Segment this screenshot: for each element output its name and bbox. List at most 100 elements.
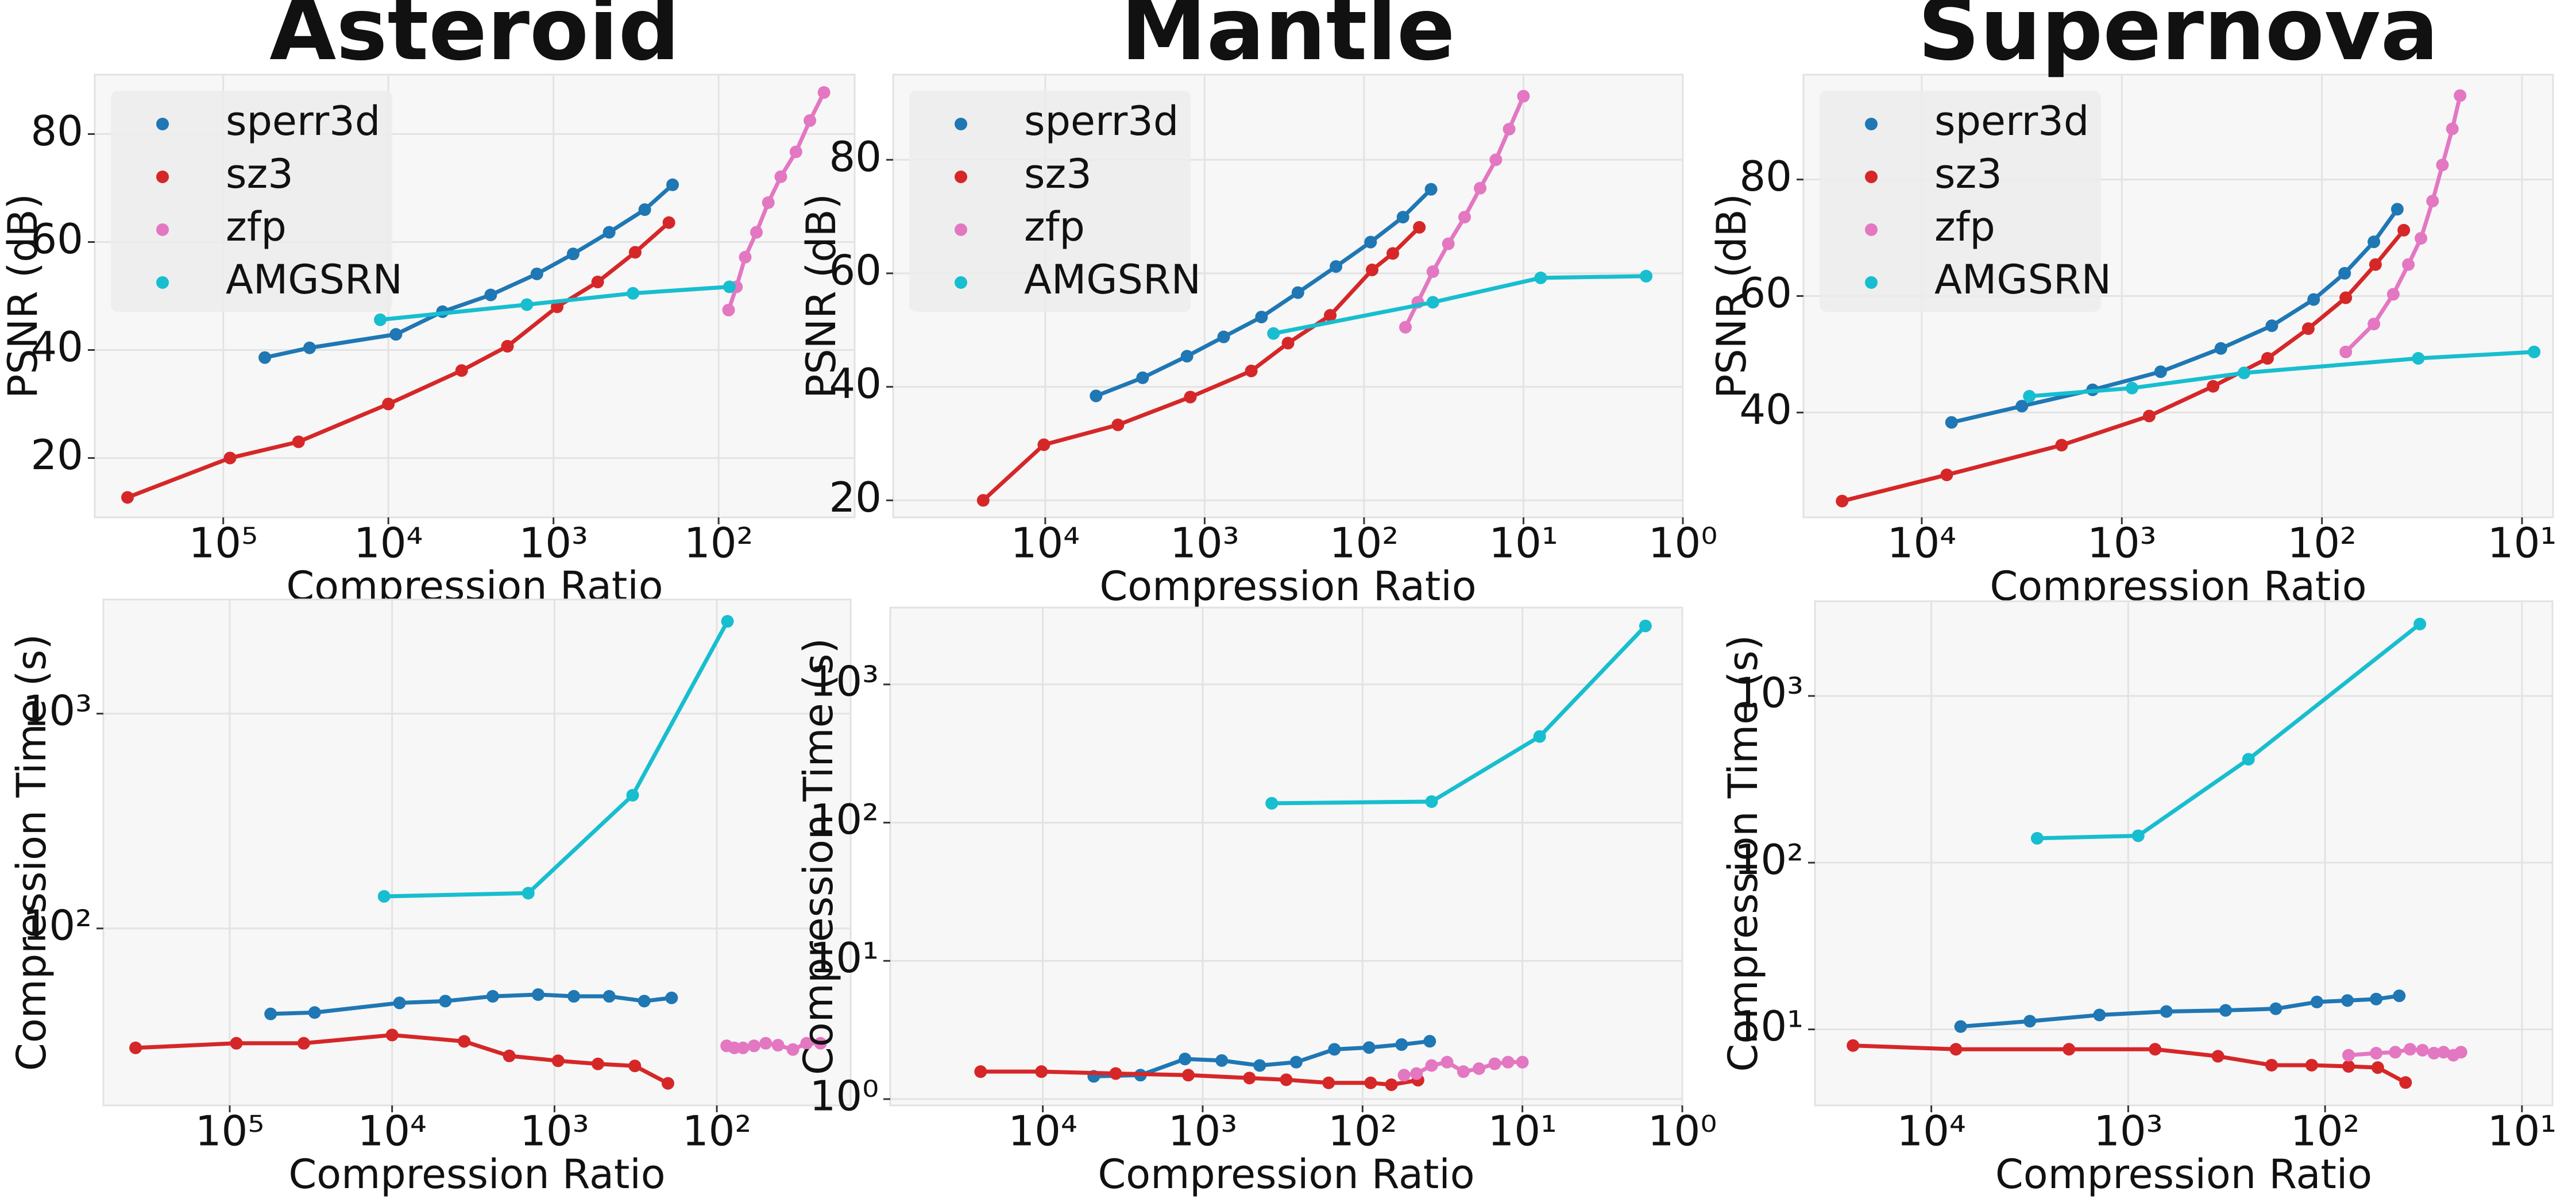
data-point xyxy=(1291,286,1304,299)
data-point xyxy=(2369,258,2382,271)
data-point xyxy=(804,114,817,127)
data-point xyxy=(2371,1061,2384,1074)
y-tick-label: 20 xyxy=(30,431,83,479)
data-point xyxy=(1954,1020,1967,1033)
data-point xyxy=(1397,1069,1411,1082)
data-point xyxy=(532,988,545,1001)
data-point xyxy=(258,351,272,364)
data-point xyxy=(2427,1047,2440,1060)
data-point xyxy=(2390,203,2404,216)
data-point xyxy=(566,247,580,261)
data-point xyxy=(377,890,391,903)
data-point xyxy=(1426,296,1439,309)
data-point xyxy=(722,303,735,316)
data-point xyxy=(628,246,642,259)
x-axis-label: Compression Ratio xyxy=(1099,563,1476,610)
data-point xyxy=(1267,327,1280,340)
data-point xyxy=(1442,237,1455,250)
y-tick-label: 80 xyxy=(1739,152,1792,200)
legend-marker xyxy=(1865,276,1878,289)
data-point xyxy=(503,1049,516,1062)
data-point xyxy=(974,1065,987,1078)
y-tick-label: 10¹ xyxy=(1735,1002,1803,1050)
data-point xyxy=(455,364,468,377)
data-point xyxy=(1639,620,1652,633)
y-axis-label: Compression Time (s) xyxy=(8,634,55,1071)
data-point xyxy=(1109,1067,1122,1080)
data-point xyxy=(264,1007,277,1020)
x-tick-label: 10⁰ xyxy=(1648,1107,1717,1155)
plot-area xyxy=(102,598,852,1107)
data-point xyxy=(551,1054,565,1068)
series-line xyxy=(1272,624,1647,806)
data-point xyxy=(2370,1047,2383,1060)
data-point xyxy=(1136,371,1149,384)
data-point xyxy=(1281,337,1295,350)
x-axis-label: Compression Ratio xyxy=(288,1151,665,1198)
series-line xyxy=(264,183,674,360)
legend-marker xyxy=(955,171,967,183)
data-point xyxy=(789,145,802,158)
data-point xyxy=(591,276,604,289)
data-point xyxy=(2368,318,2381,331)
legend-label: sperr3d xyxy=(226,98,380,145)
series-line xyxy=(1853,1043,2407,1085)
data-point xyxy=(774,170,787,183)
data-point xyxy=(1090,389,1103,403)
plot-area xyxy=(889,606,1683,1107)
y-tick-label: 10³ xyxy=(810,657,879,705)
data-point xyxy=(1180,350,1194,363)
data-point xyxy=(592,1057,605,1070)
y-axis-label: Compression Time (s) xyxy=(795,638,842,1075)
data-point xyxy=(1364,235,1377,249)
data-point xyxy=(2393,989,2406,1003)
data-point xyxy=(771,1039,785,1052)
data-point xyxy=(501,339,514,353)
y-tick-label: 10⁰ xyxy=(810,1072,879,1120)
series-line xyxy=(982,226,1421,502)
data-point xyxy=(2238,366,2251,380)
data-point xyxy=(303,341,316,354)
data-point xyxy=(484,288,497,301)
legend-marker xyxy=(955,223,967,236)
legend-marker xyxy=(1865,171,1878,183)
data-point xyxy=(2368,235,2381,249)
data-point xyxy=(389,328,403,341)
x-tick-label: 10⁴ xyxy=(1008,1107,1077,1155)
data-point xyxy=(1516,1055,1529,1069)
legend-marker xyxy=(156,223,169,236)
data-point xyxy=(292,435,305,448)
x-tick-label: 10¹ xyxy=(2488,519,2556,567)
data-point xyxy=(1265,796,1279,810)
series-line xyxy=(135,1032,669,1085)
legend-marker xyxy=(955,276,967,289)
y-tick-label: 10³ xyxy=(1735,668,1803,717)
legend-label: sz3 xyxy=(1934,150,2002,198)
data-point xyxy=(627,287,640,300)
data-point xyxy=(2160,1005,2173,1018)
data-point xyxy=(1324,309,1337,322)
data-point xyxy=(662,216,675,229)
y-tick-label: 10¹ xyxy=(810,934,879,982)
x-tick-label: 10³ xyxy=(1168,1107,1237,1155)
series-line xyxy=(1094,1039,1430,1078)
data-point xyxy=(1387,247,1400,260)
data-point xyxy=(1940,468,1953,481)
data-point xyxy=(638,995,651,1008)
data-point xyxy=(2154,365,2167,378)
data-point xyxy=(2342,1060,2355,1073)
data-point xyxy=(567,990,581,1003)
x-tick-label: 10² xyxy=(1330,519,1399,567)
data-point xyxy=(2131,829,2145,842)
data-point xyxy=(1396,211,1409,224)
x-tick-label: 10¹ xyxy=(2488,1107,2556,1155)
data-point xyxy=(2310,995,2323,1008)
data-point xyxy=(520,298,534,311)
data-point xyxy=(1472,1062,1485,1076)
data-point xyxy=(723,280,736,293)
data-point xyxy=(1217,330,1230,343)
data-point xyxy=(665,991,678,1004)
data-point xyxy=(1640,269,1653,283)
data-point xyxy=(1253,1059,1266,1072)
data-point xyxy=(1517,90,1530,103)
